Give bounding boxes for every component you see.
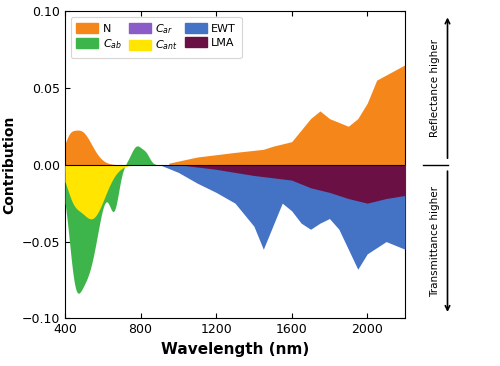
Text: Reflectance higher: Reflectance higher: [430, 39, 440, 137]
Text: Transmittance higher: Transmittance higher: [430, 186, 440, 297]
X-axis label: Wavelength (nm): Wavelength (nm): [161, 342, 309, 357]
Y-axis label: Contribution: Contribution: [2, 116, 16, 214]
Legend: N, $C_{ab}$, $C_{ar}$, $C_{ant}$, EWT, LMA: N, $C_{ab}$, $C_{ar}$, $C_{ant}$, EWT, L…: [70, 16, 241, 58]
